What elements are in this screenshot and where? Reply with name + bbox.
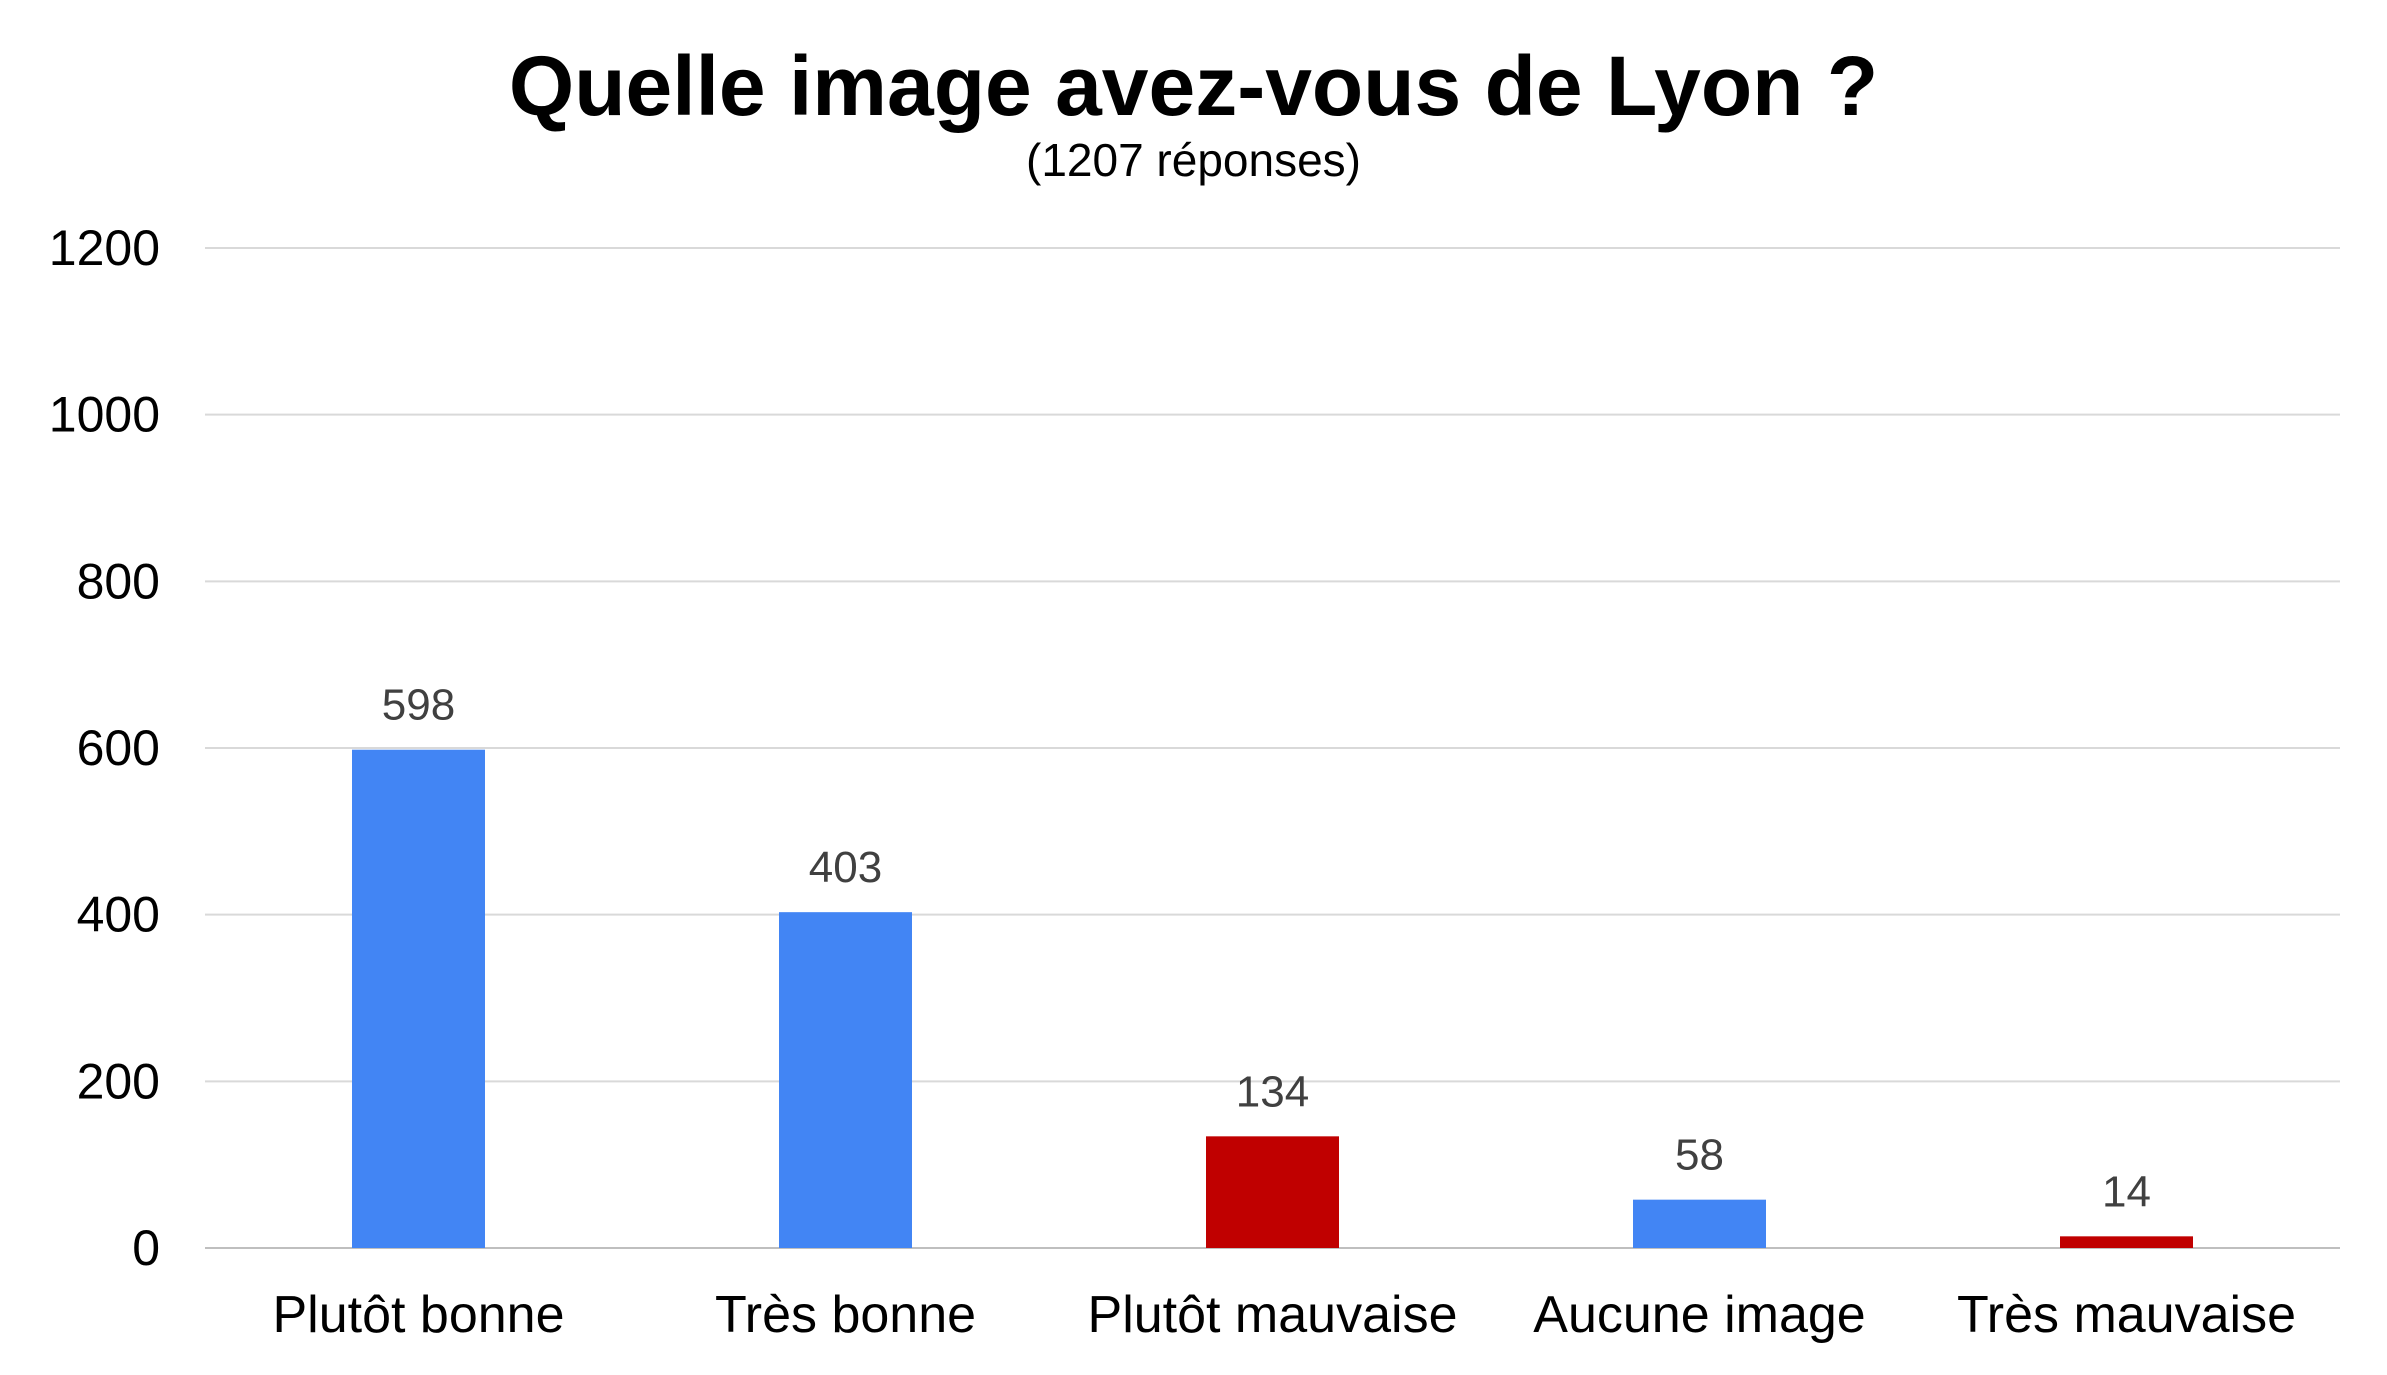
data-label: 134 — [1236, 1067, 1309, 1116]
y-tick-label: 400 — [77, 887, 160, 943]
x-tick-label: Plutôt mauvaise — [1088, 1286, 1458, 1344]
y-tick-label: 1200 — [49, 220, 160, 276]
chart-title: Quelle image avez-vous de Lyon ? — [508, 39, 1879, 133]
x-tick-label: Plutôt bonne — [272, 1286, 564, 1344]
data-label: 598 — [382, 681, 455, 730]
x-tick-label: Très mauvaise — [1957, 1286, 2296, 1344]
data-label: 14 — [2102, 1167, 2151, 1216]
y-tick-label: 0 — [132, 1220, 160, 1276]
bar — [1206, 1136, 1339, 1248]
x-tick-label: Aucune image — [1533, 1286, 1865, 1344]
y-tick-label: 800 — [77, 553, 160, 609]
y-tick-label: 600 — [77, 720, 160, 776]
data-label: 58 — [1675, 1131, 1724, 1180]
y-tick-label: 200 — [77, 1053, 160, 1109]
data-label: 403 — [809, 843, 882, 892]
y-tick-label: 1000 — [49, 387, 160, 443]
bar — [352, 749, 485, 1248]
bar — [2060, 1236, 2193, 1248]
chart-subtitle: (1207 réponses) — [1026, 134, 1361, 186]
x-tick-label: Très bonne — [715, 1286, 976, 1344]
bar — [779, 912, 912, 1248]
bar — [1633, 1199, 1766, 1248]
